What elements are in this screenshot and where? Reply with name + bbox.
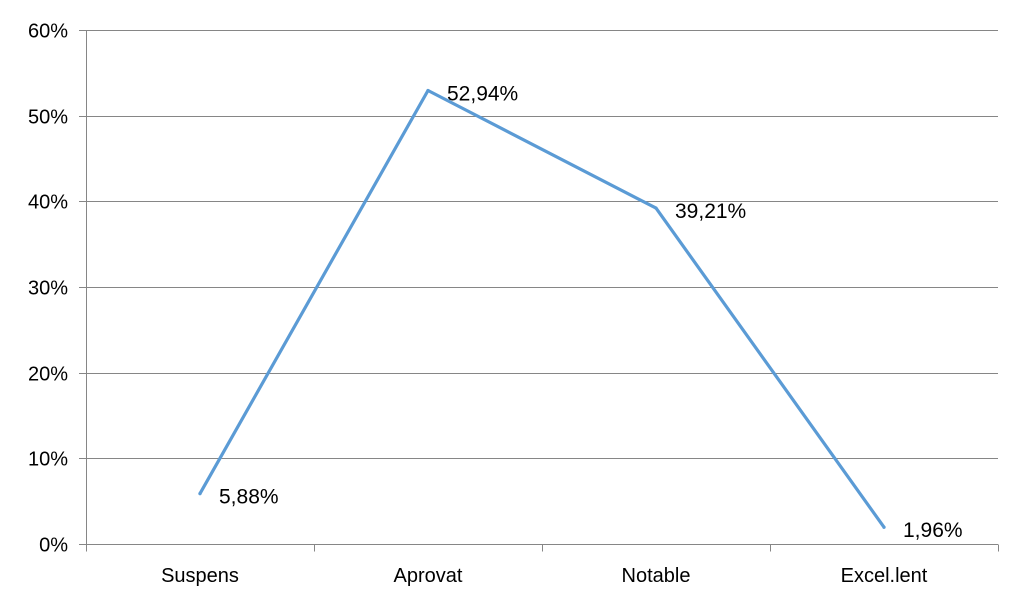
data-point (426, 88, 430, 93)
x-category-label: Suspens (161, 565, 239, 587)
gridlines (86, 30, 998, 459)
data-label: 5,88% (219, 486, 279, 509)
x-axis-category-labels: Suspens Aprovat Notable Excel.lent (161, 565, 928, 587)
data-label: 1,96% (903, 519, 963, 542)
x-category-label: Notable (622, 565, 691, 587)
y-tick-label: 0% (39, 535, 68, 557)
series-line-group (198, 88, 886, 529)
y-tick-label: 60% (28, 21, 68, 43)
x-category-label: Aprovat (394, 565, 463, 587)
y-axis-tick-labels: 0% 10% 20% 30% 40% 50% 60% (28, 21, 86, 557)
data-labels: 5,88% 52,94% 39,21% 1,96% (219, 83, 963, 543)
series-line (198, 88, 886, 529)
y-tick-label: 10% (28, 449, 68, 471)
data-point (882, 525, 886, 529)
y-tick-label: 20% (28, 364, 68, 386)
data-point (654, 206, 658, 210)
x-category-label: Excel.lent (841, 565, 928, 587)
y-tick-label: 30% (28, 278, 68, 300)
y-tick-label: 40% (28, 192, 68, 214)
data-label: 52,94% (447, 83, 518, 106)
data-label: 39,21% (675, 200, 746, 223)
data-point (198, 492, 202, 496)
x-axis (86, 30, 999, 552)
y-tick-label: 50% (28, 107, 68, 129)
